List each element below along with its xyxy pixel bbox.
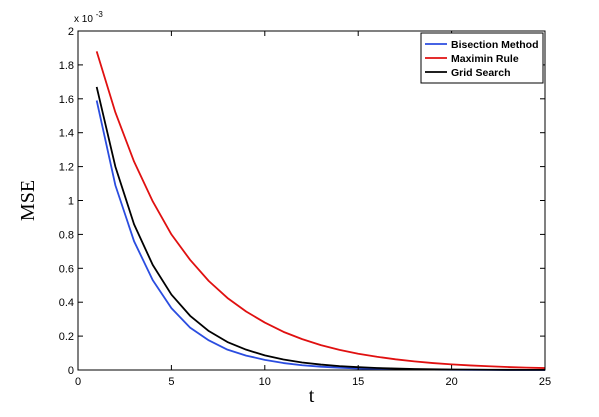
legend-label: Bisection Method bbox=[451, 39, 539, 51]
y-tick-label: 0.4 bbox=[59, 297, 74, 309]
y-multiplier-base: x 10 bbox=[74, 14, 93, 25]
y-tick-label: 0.8 bbox=[59, 229, 74, 241]
y-tick-label: 1 bbox=[68, 196, 74, 208]
y-tick-label: 1.6 bbox=[59, 94, 74, 106]
y-axis-multiplier: x 10 -3 bbox=[74, 10, 103, 25]
y-tick-label: 0 bbox=[68, 365, 74, 377]
x-tick-label: 10 bbox=[259, 376, 271, 388]
x-tick-label: 20 bbox=[445, 376, 457, 388]
x-tick-label: 5 bbox=[168, 376, 174, 388]
ticks-layer: 0 5 10 15 20 25 0 0.2 0.4 0.6 0.8 1 1.2 1.4 1.6 1.8 2 bbox=[59, 26, 551, 388]
y-axis-title: MSE bbox=[17, 180, 39, 221]
legend-label: Maximin Rule bbox=[451, 53, 519, 65]
y-tick-label: 0.2 bbox=[59, 331, 74, 343]
y-tick-label: 2 bbox=[68, 26, 74, 38]
x-tick-label: 25 bbox=[539, 376, 551, 388]
y-tick-label: 1.4 bbox=[59, 128, 74, 140]
x-axis-title: t bbox=[309, 385, 315, 407]
y-tick-label: 1.8 bbox=[59, 60, 74, 72]
series-line-maximin-rule bbox=[95, 51, 546, 369]
legend: Bisection Method Maximin Rule Grid Search bbox=[420, 32, 544, 84]
y-multiplier-exponent: -3 bbox=[96, 10, 104, 19]
labels-layer: x 10 -3 t MSE bbox=[17, 10, 315, 407]
x-tick-label: 15 bbox=[352, 376, 364, 388]
legend-label: Grid Search bbox=[451, 67, 511, 79]
y-tick-label: 0.6 bbox=[59, 263, 74, 275]
y-tick-label: 1.2 bbox=[59, 162, 74, 174]
x-tick-label: 0 bbox=[75, 376, 81, 388]
